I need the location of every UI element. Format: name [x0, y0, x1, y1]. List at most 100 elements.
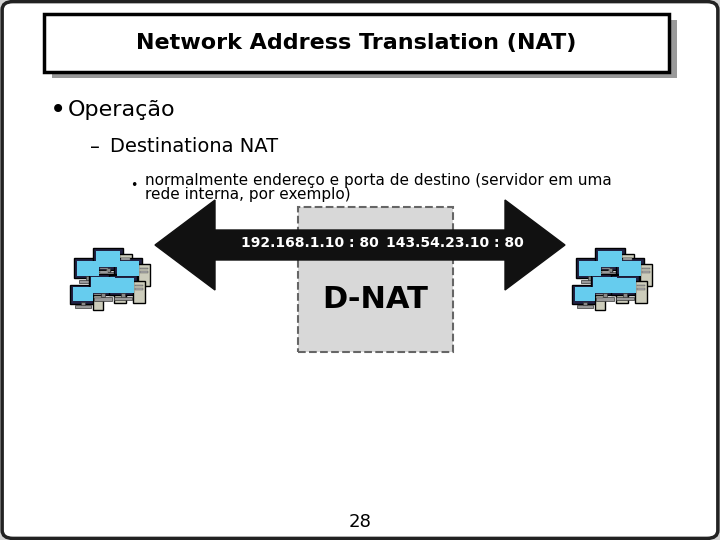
- FancyBboxPatch shape: [73, 287, 94, 301]
- FancyBboxPatch shape: [94, 297, 102, 298]
- FancyBboxPatch shape: [640, 264, 652, 286]
- FancyBboxPatch shape: [120, 254, 132, 278]
- FancyBboxPatch shape: [140, 271, 148, 273]
- FancyBboxPatch shape: [596, 297, 603, 298]
- FancyBboxPatch shape: [596, 296, 614, 301]
- FancyBboxPatch shape: [94, 296, 112, 301]
- FancyBboxPatch shape: [590, 274, 619, 295]
- FancyBboxPatch shape: [140, 268, 148, 269]
- FancyBboxPatch shape: [621, 280, 639, 284]
- FancyBboxPatch shape: [611, 275, 639, 295]
- FancyBboxPatch shape: [44, 14, 669, 72]
- FancyBboxPatch shape: [101, 293, 105, 298]
- FancyBboxPatch shape: [577, 305, 593, 308]
- FancyBboxPatch shape: [114, 258, 142, 279]
- Text: D-NAT: D-NAT: [322, 286, 428, 314]
- FancyBboxPatch shape: [575, 287, 595, 301]
- FancyBboxPatch shape: [74, 258, 102, 279]
- FancyBboxPatch shape: [70, 285, 96, 303]
- FancyBboxPatch shape: [642, 268, 649, 269]
- Text: 192.168.1.10 : 80: 192.168.1.10 : 80: [241, 236, 379, 250]
- FancyBboxPatch shape: [86, 276, 90, 281]
- FancyBboxPatch shape: [92, 290, 104, 310]
- FancyBboxPatch shape: [623, 258, 631, 260]
- FancyBboxPatch shape: [99, 271, 107, 273]
- FancyBboxPatch shape: [603, 293, 607, 298]
- Text: Operação: Operação: [68, 100, 176, 120]
- FancyBboxPatch shape: [617, 284, 626, 286]
- FancyBboxPatch shape: [298, 207, 453, 352]
- Text: Destinationa NAT: Destinationa NAT: [110, 138, 278, 157]
- FancyBboxPatch shape: [91, 276, 114, 293]
- FancyBboxPatch shape: [628, 276, 632, 281]
- FancyBboxPatch shape: [623, 293, 627, 298]
- FancyBboxPatch shape: [121, 258, 130, 260]
- FancyBboxPatch shape: [114, 297, 132, 300]
- FancyBboxPatch shape: [133, 281, 145, 302]
- FancyBboxPatch shape: [616, 258, 644, 279]
- FancyBboxPatch shape: [112, 278, 134, 293]
- Polygon shape: [155, 200, 565, 290]
- FancyBboxPatch shape: [77, 261, 99, 276]
- FancyBboxPatch shape: [636, 285, 644, 286]
- FancyBboxPatch shape: [600, 272, 620, 275]
- FancyBboxPatch shape: [114, 280, 126, 303]
- FancyBboxPatch shape: [600, 264, 611, 286]
- FancyBboxPatch shape: [115, 287, 124, 289]
- FancyBboxPatch shape: [94, 294, 102, 295]
- FancyBboxPatch shape: [588, 276, 592, 281]
- FancyBboxPatch shape: [117, 261, 139, 276]
- FancyBboxPatch shape: [608, 268, 613, 272]
- FancyBboxPatch shape: [635, 281, 647, 302]
- FancyBboxPatch shape: [583, 301, 587, 306]
- FancyBboxPatch shape: [121, 262, 130, 264]
- FancyBboxPatch shape: [109, 275, 137, 295]
- FancyBboxPatch shape: [579, 261, 601, 276]
- FancyBboxPatch shape: [572, 285, 598, 303]
- FancyBboxPatch shape: [614, 278, 636, 293]
- FancyBboxPatch shape: [642, 271, 649, 273]
- FancyBboxPatch shape: [52, 20, 677, 78]
- FancyBboxPatch shape: [623, 262, 631, 264]
- FancyBboxPatch shape: [621, 254, 634, 278]
- FancyBboxPatch shape: [595, 290, 606, 310]
- FancyBboxPatch shape: [99, 268, 107, 269]
- Text: 28: 28: [348, 513, 372, 531]
- FancyBboxPatch shape: [89, 274, 117, 295]
- FancyBboxPatch shape: [636, 288, 644, 289]
- FancyBboxPatch shape: [121, 293, 125, 298]
- FancyBboxPatch shape: [138, 264, 150, 286]
- FancyBboxPatch shape: [96, 251, 120, 267]
- FancyBboxPatch shape: [593, 276, 616, 293]
- FancyBboxPatch shape: [576, 258, 603, 279]
- FancyBboxPatch shape: [79, 280, 96, 284]
- Text: 143.54.23.10 : 80: 143.54.23.10 : 80: [386, 236, 524, 250]
- FancyBboxPatch shape: [617, 287, 626, 289]
- FancyBboxPatch shape: [75, 305, 91, 308]
- FancyBboxPatch shape: [596, 294, 603, 295]
- FancyBboxPatch shape: [135, 288, 143, 289]
- FancyBboxPatch shape: [106, 268, 110, 272]
- Text: Network Address Translation (NAT): Network Address Translation (NAT): [136, 33, 576, 53]
- FancyBboxPatch shape: [616, 297, 634, 300]
- FancyBboxPatch shape: [135, 285, 143, 286]
- FancyBboxPatch shape: [115, 284, 124, 286]
- FancyBboxPatch shape: [99, 272, 117, 275]
- FancyBboxPatch shape: [598, 251, 622, 267]
- Text: •: •: [130, 179, 138, 192]
- FancyBboxPatch shape: [601, 268, 610, 269]
- FancyBboxPatch shape: [98, 264, 109, 286]
- FancyBboxPatch shape: [120, 280, 137, 284]
- Text: rede interna, por exemplo): rede interna, por exemplo): [145, 187, 351, 202]
- FancyBboxPatch shape: [619, 261, 641, 276]
- Text: –: –: [90, 138, 100, 157]
- FancyBboxPatch shape: [93, 248, 123, 270]
- FancyBboxPatch shape: [126, 276, 130, 281]
- FancyBboxPatch shape: [81, 301, 85, 306]
- FancyBboxPatch shape: [581, 280, 598, 284]
- FancyBboxPatch shape: [595, 248, 625, 270]
- Text: normalmente endereço e porta de destino (servidor em uma: normalmente endereço e porta de destino …: [145, 172, 612, 187]
- Text: •: •: [50, 96, 66, 124]
- FancyBboxPatch shape: [601, 271, 610, 273]
- FancyBboxPatch shape: [616, 280, 628, 303]
